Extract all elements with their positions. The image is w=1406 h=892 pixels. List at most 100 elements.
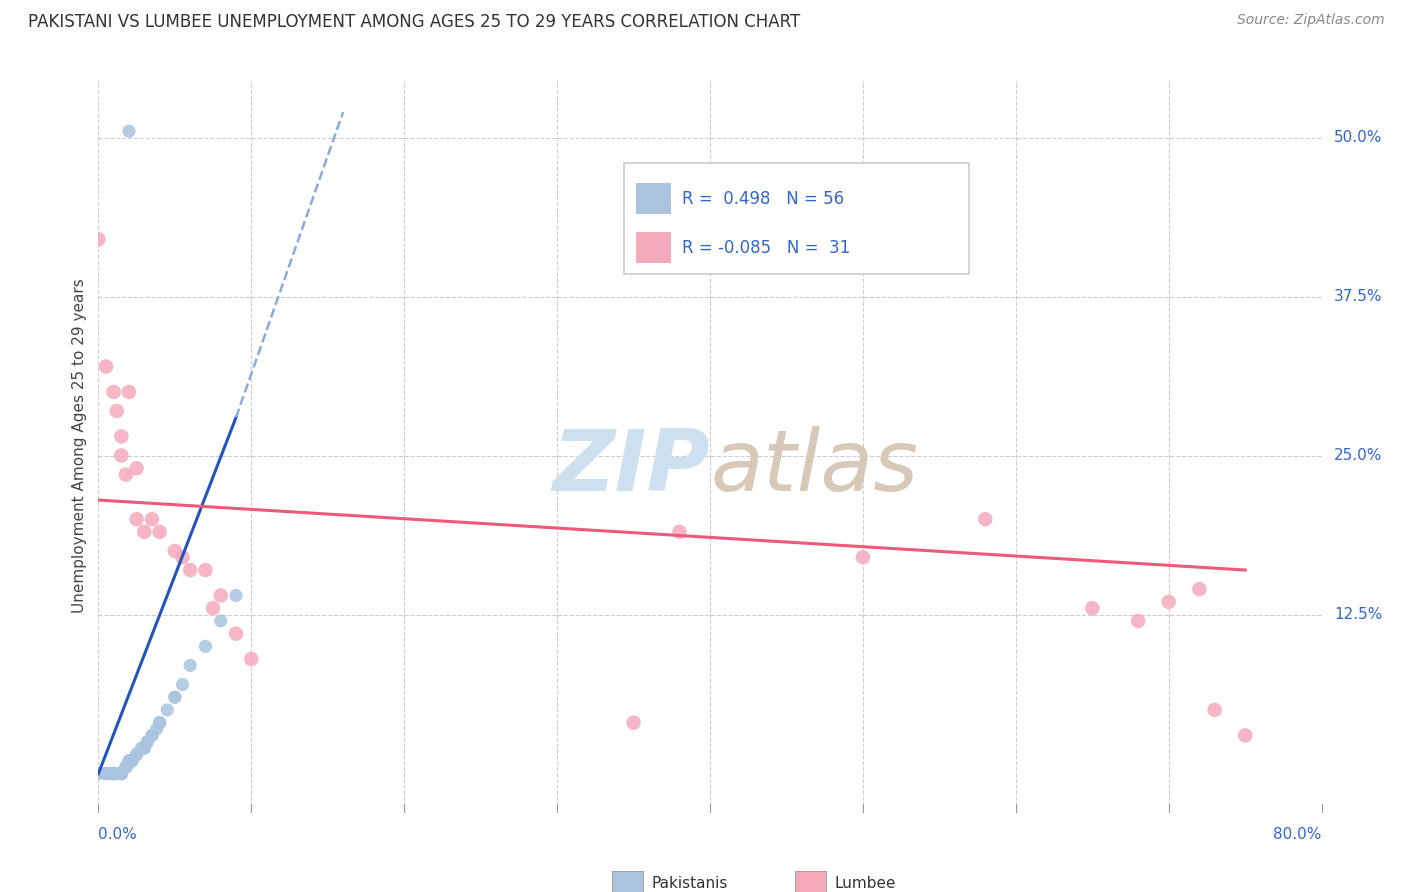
- Text: R =  0.498   N = 56: R = 0.498 N = 56: [682, 190, 844, 208]
- Text: Lumbee: Lumbee: [834, 876, 896, 891]
- Point: [94, 766, 117, 780]
- Point: [115, 760, 138, 774]
- Point: [87, 232, 110, 246]
- Point: [134, 524, 156, 539]
- Point: [125, 747, 148, 762]
- Point: [974, 512, 997, 526]
- Point: [103, 766, 125, 780]
- Point: [172, 677, 194, 691]
- Point: [94, 766, 117, 780]
- Point: [121, 754, 143, 768]
- Point: [209, 614, 232, 628]
- Point: [103, 766, 125, 780]
- Point: [1128, 614, 1150, 628]
- Point: [145, 722, 167, 736]
- Point: [623, 715, 645, 730]
- Point: [1188, 582, 1211, 596]
- Point: [118, 754, 141, 768]
- Point: [94, 766, 117, 780]
- Point: [110, 766, 132, 780]
- Point: [94, 359, 117, 374]
- Point: [1157, 595, 1180, 609]
- Y-axis label: Unemployment Among Ages 25 to 29 years: Unemployment Among Ages 25 to 29 years: [72, 278, 87, 614]
- Text: 0.0%: 0.0%: [98, 827, 138, 842]
- Point: [225, 626, 247, 640]
- Point: [110, 766, 132, 780]
- Point: [202, 601, 225, 615]
- Point: [125, 461, 148, 475]
- Point: [1204, 703, 1226, 717]
- Point: [103, 766, 125, 780]
- Point: [129, 741, 152, 756]
- Point: [156, 703, 179, 717]
- Point: [179, 563, 201, 577]
- Point: [141, 512, 163, 526]
- Point: [110, 766, 132, 780]
- Point: [1081, 601, 1104, 615]
- Point: [141, 728, 163, 742]
- Point: [163, 690, 186, 705]
- Point: [240, 652, 263, 666]
- Point: [163, 544, 186, 558]
- Point: [110, 449, 132, 463]
- Point: [115, 760, 138, 774]
- Point: [105, 766, 128, 780]
- Point: [118, 756, 141, 771]
- Point: [103, 766, 125, 780]
- Point: [87, 766, 110, 780]
- Point: [149, 524, 172, 539]
- Point: [118, 754, 141, 768]
- Point: [103, 766, 125, 780]
- Point: [121, 754, 143, 768]
- Point: [105, 404, 128, 418]
- Point: [125, 747, 148, 762]
- Text: 80.0%: 80.0%: [1274, 827, 1322, 842]
- Point: [118, 384, 141, 399]
- Point: [172, 550, 194, 565]
- Point: [149, 715, 172, 730]
- Point: [194, 563, 217, 577]
- Point: [149, 715, 172, 730]
- Text: 12.5%: 12.5%: [1334, 607, 1382, 622]
- Text: 50.0%: 50.0%: [1334, 130, 1382, 145]
- Point: [105, 766, 128, 780]
- Point: [105, 766, 128, 780]
- Point: [110, 766, 132, 780]
- Point: [134, 741, 156, 756]
- Point: [115, 760, 138, 774]
- Point: [179, 658, 201, 673]
- Point: [134, 741, 156, 756]
- Text: 25.0%: 25.0%: [1334, 448, 1382, 463]
- Point: [141, 728, 163, 742]
- Text: Source: ZipAtlas.com: Source: ZipAtlas.com: [1237, 13, 1385, 28]
- Point: [668, 524, 690, 539]
- Text: ZIP: ZIP: [553, 426, 710, 509]
- Point: [134, 741, 156, 756]
- Text: R = -0.085   N =  31: R = -0.085 N = 31: [682, 239, 851, 257]
- Point: [94, 766, 117, 780]
- Point: [136, 735, 159, 749]
- Point: [110, 429, 132, 443]
- Point: [149, 715, 172, 730]
- Point: [115, 467, 138, 482]
- Point: [115, 760, 138, 774]
- Point: [103, 766, 125, 780]
- Point: [194, 640, 217, 654]
- Text: Pakistanis: Pakistanis: [651, 876, 728, 891]
- Point: [136, 735, 159, 749]
- Point: [852, 550, 875, 565]
- Text: atlas: atlas: [710, 426, 918, 509]
- Point: [110, 766, 132, 780]
- Point: [225, 589, 247, 603]
- Point: [103, 384, 125, 399]
- Point: [100, 766, 122, 780]
- Point: [163, 690, 186, 705]
- Text: 37.5%: 37.5%: [1334, 289, 1382, 304]
- Point: [87, 766, 110, 780]
- Point: [100, 766, 122, 780]
- Point: [125, 747, 148, 762]
- Point: [125, 512, 148, 526]
- Point: [209, 589, 232, 603]
- Point: [1234, 728, 1257, 742]
- Point: [110, 766, 132, 780]
